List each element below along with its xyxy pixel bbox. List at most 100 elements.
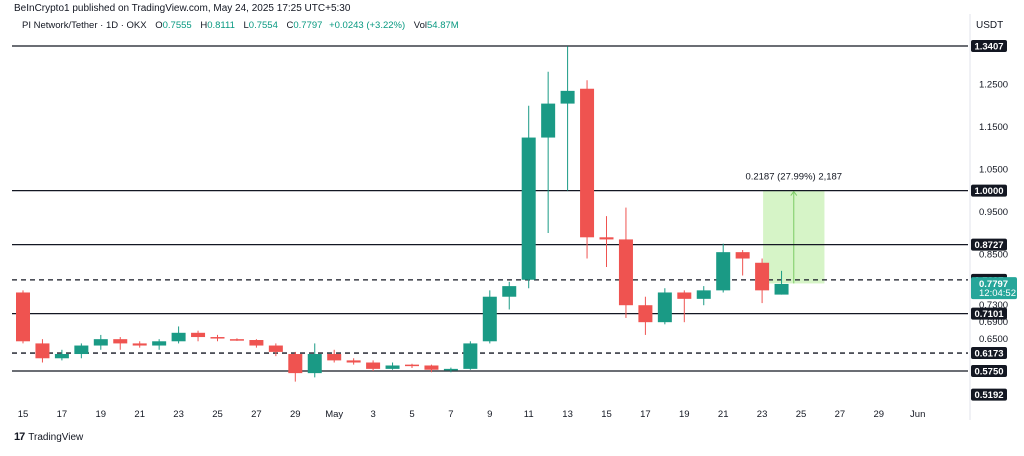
candle-body: [346, 360, 361, 363]
candle-body: [268, 345, 283, 352]
candle-body: [191, 332, 206, 338]
candle-body: [774, 283, 789, 295]
candle-body: [618, 239, 633, 306]
candle-body: [366, 362, 381, 369]
candle-body: [288, 354, 303, 374]
candle-body: [580, 88, 595, 238]
x-tick-label: 25: [796, 409, 807, 420]
x-tick-label: Jun: [910, 409, 925, 420]
symbol-info: PI Network/Tether · 1D · OKX O0.7555 H0.…: [22, 20, 459, 31]
candle-body: [113, 339, 128, 344]
x-tick-label: 25: [212, 409, 223, 420]
candle-body: [599, 237, 614, 240]
candle-body: [171, 332, 186, 342]
x-tick-label: 11: [524, 409, 534, 420]
candle-body: [385, 365, 400, 369]
level-tag-0.7101: [971, 307, 1007, 320]
candle-body: [327, 354, 342, 361]
candle-body: [443, 368, 458, 371]
x-tick-label: 29: [290, 409, 301, 420]
candle-body: [638, 305, 653, 323]
x-tick-label: 15: [601, 409, 612, 420]
candle-body: [210, 337, 225, 339]
candle-body: [132, 343, 147, 346]
x-tick-label: 17: [640, 409, 651, 420]
candle-body: [229, 339, 244, 341]
candle-body: [696, 290, 711, 299]
current-price-tag: [971, 277, 1017, 300]
level-tag-text-1.3407: 1.3407: [974, 42, 1003, 53]
candle-body: [424, 365, 439, 370]
volume-value: 54.87M: [427, 20, 459, 31]
tradingview-logo-text: TradingView: [28, 431, 84, 443]
level-tag-text-0.8727: 0.8727: [974, 240, 1003, 251]
currency-label[interactable]: USDT: [976, 20, 1004, 31]
close-value: 0.7797: [293, 20, 323, 31]
high-value: 0.8111: [207, 20, 235, 31]
candle-body: [677, 292, 692, 299]
candle-body: [541, 103, 556, 138]
candle-body: [755, 262, 770, 291]
x-tick-label: 27: [251, 409, 262, 420]
x-tick-label: 29: [874, 409, 885, 420]
candle-body: [405, 364, 419, 367]
candle-body: [482, 296, 497, 342]
x-tick-label: 9: [487, 409, 492, 420]
x-tick-label: 21: [134, 409, 145, 420]
y-tick-label: 1.0500: [979, 164, 1008, 175]
candle-body: [35, 343, 50, 359]
publisher-line: BeInCrypto1 published on TradingView.com…: [14, 3, 351, 14]
x-tick-label: 5: [409, 409, 414, 420]
current-price-text: 0.7797: [979, 279, 1008, 290]
tradingview-logo-icon: 17: [14, 431, 25, 443]
level-tag-0.6173: [971, 347, 1007, 360]
level-tag-text-0.6173: 0.6173: [974, 349, 1003, 360]
x-tick-label: 19: [96, 409, 107, 420]
y-tick-label: 1.2500: [979, 79, 1008, 90]
x-tick-label: 3: [370, 409, 375, 420]
x-tick-label: May: [325, 409, 343, 420]
level-tag-text-0.7101: 0.7101: [974, 309, 1004, 320]
level-tag-1.0000: [971, 184, 1007, 197]
candle-body: [735, 252, 750, 259]
y-tick-label: 0.6500: [979, 334, 1008, 345]
level-tag-0.5750: [971, 365, 1007, 377]
change-value: +0.0243 (+3.22%): [329, 20, 406, 31]
open-label: O: [155, 20, 163, 31]
x-tick-label: 27: [835, 409, 846, 420]
candle-body: [74, 345, 89, 355]
candle-body: [93, 339, 108, 346]
x-tick-label: 19: [679, 409, 690, 420]
candle-body: [152, 341, 167, 346]
x-tick-label: 7: [448, 409, 453, 420]
symbol-title[interactable]: PI Network/Tether · 1D · OKX: [22, 20, 147, 31]
candle-body: [249, 340, 264, 346]
candle-body: [463, 343, 478, 369]
low-value: 0.7554: [248, 20, 278, 31]
y-tick-label: 0.6900: [979, 317, 1008, 328]
level-tag-text-0.5750: 0.5750: [974, 367, 1003, 378]
candle-body: [716, 252, 731, 291]
tradingview-logo[interactable]: 17 TradingView: [14, 431, 83, 443]
volume-label: Vol: [413, 20, 427, 31]
y-tick-label: 1.1500: [979, 122, 1008, 133]
y-tick-label: 0.9500: [979, 207, 1008, 218]
low-label: L: [243, 20, 249, 31]
candle-body: [502, 286, 517, 297]
level-tag-0.8727: [971, 238, 1007, 251]
x-tick-label: 21: [718, 409, 729, 420]
level-tag-text-0.5192: 0.5192: [974, 390, 1003, 401]
level-tag-0.5192: [971, 388, 1007, 401]
candle-body: [16, 292, 30, 342]
x-tick-label: 23: [757, 409, 768, 420]
high-label: H: [200, 20, 208, 31]
measurement-arrow-head: [790, 190, 798, 196]
candle-body: [657, 292, 672, 323]
close-label: C: [286, 20, 294, 31]
candle-body: [560, 90, 575, 104]
candle-body: [54, 354, 69, 359]
candle-body: [521, 137, 536, 280]
level-tag-text-1.0000: 1.0000: [974, 186, 1003, 197]
countdown-text: 12:04:52: [979, 288, 1016, 299]
